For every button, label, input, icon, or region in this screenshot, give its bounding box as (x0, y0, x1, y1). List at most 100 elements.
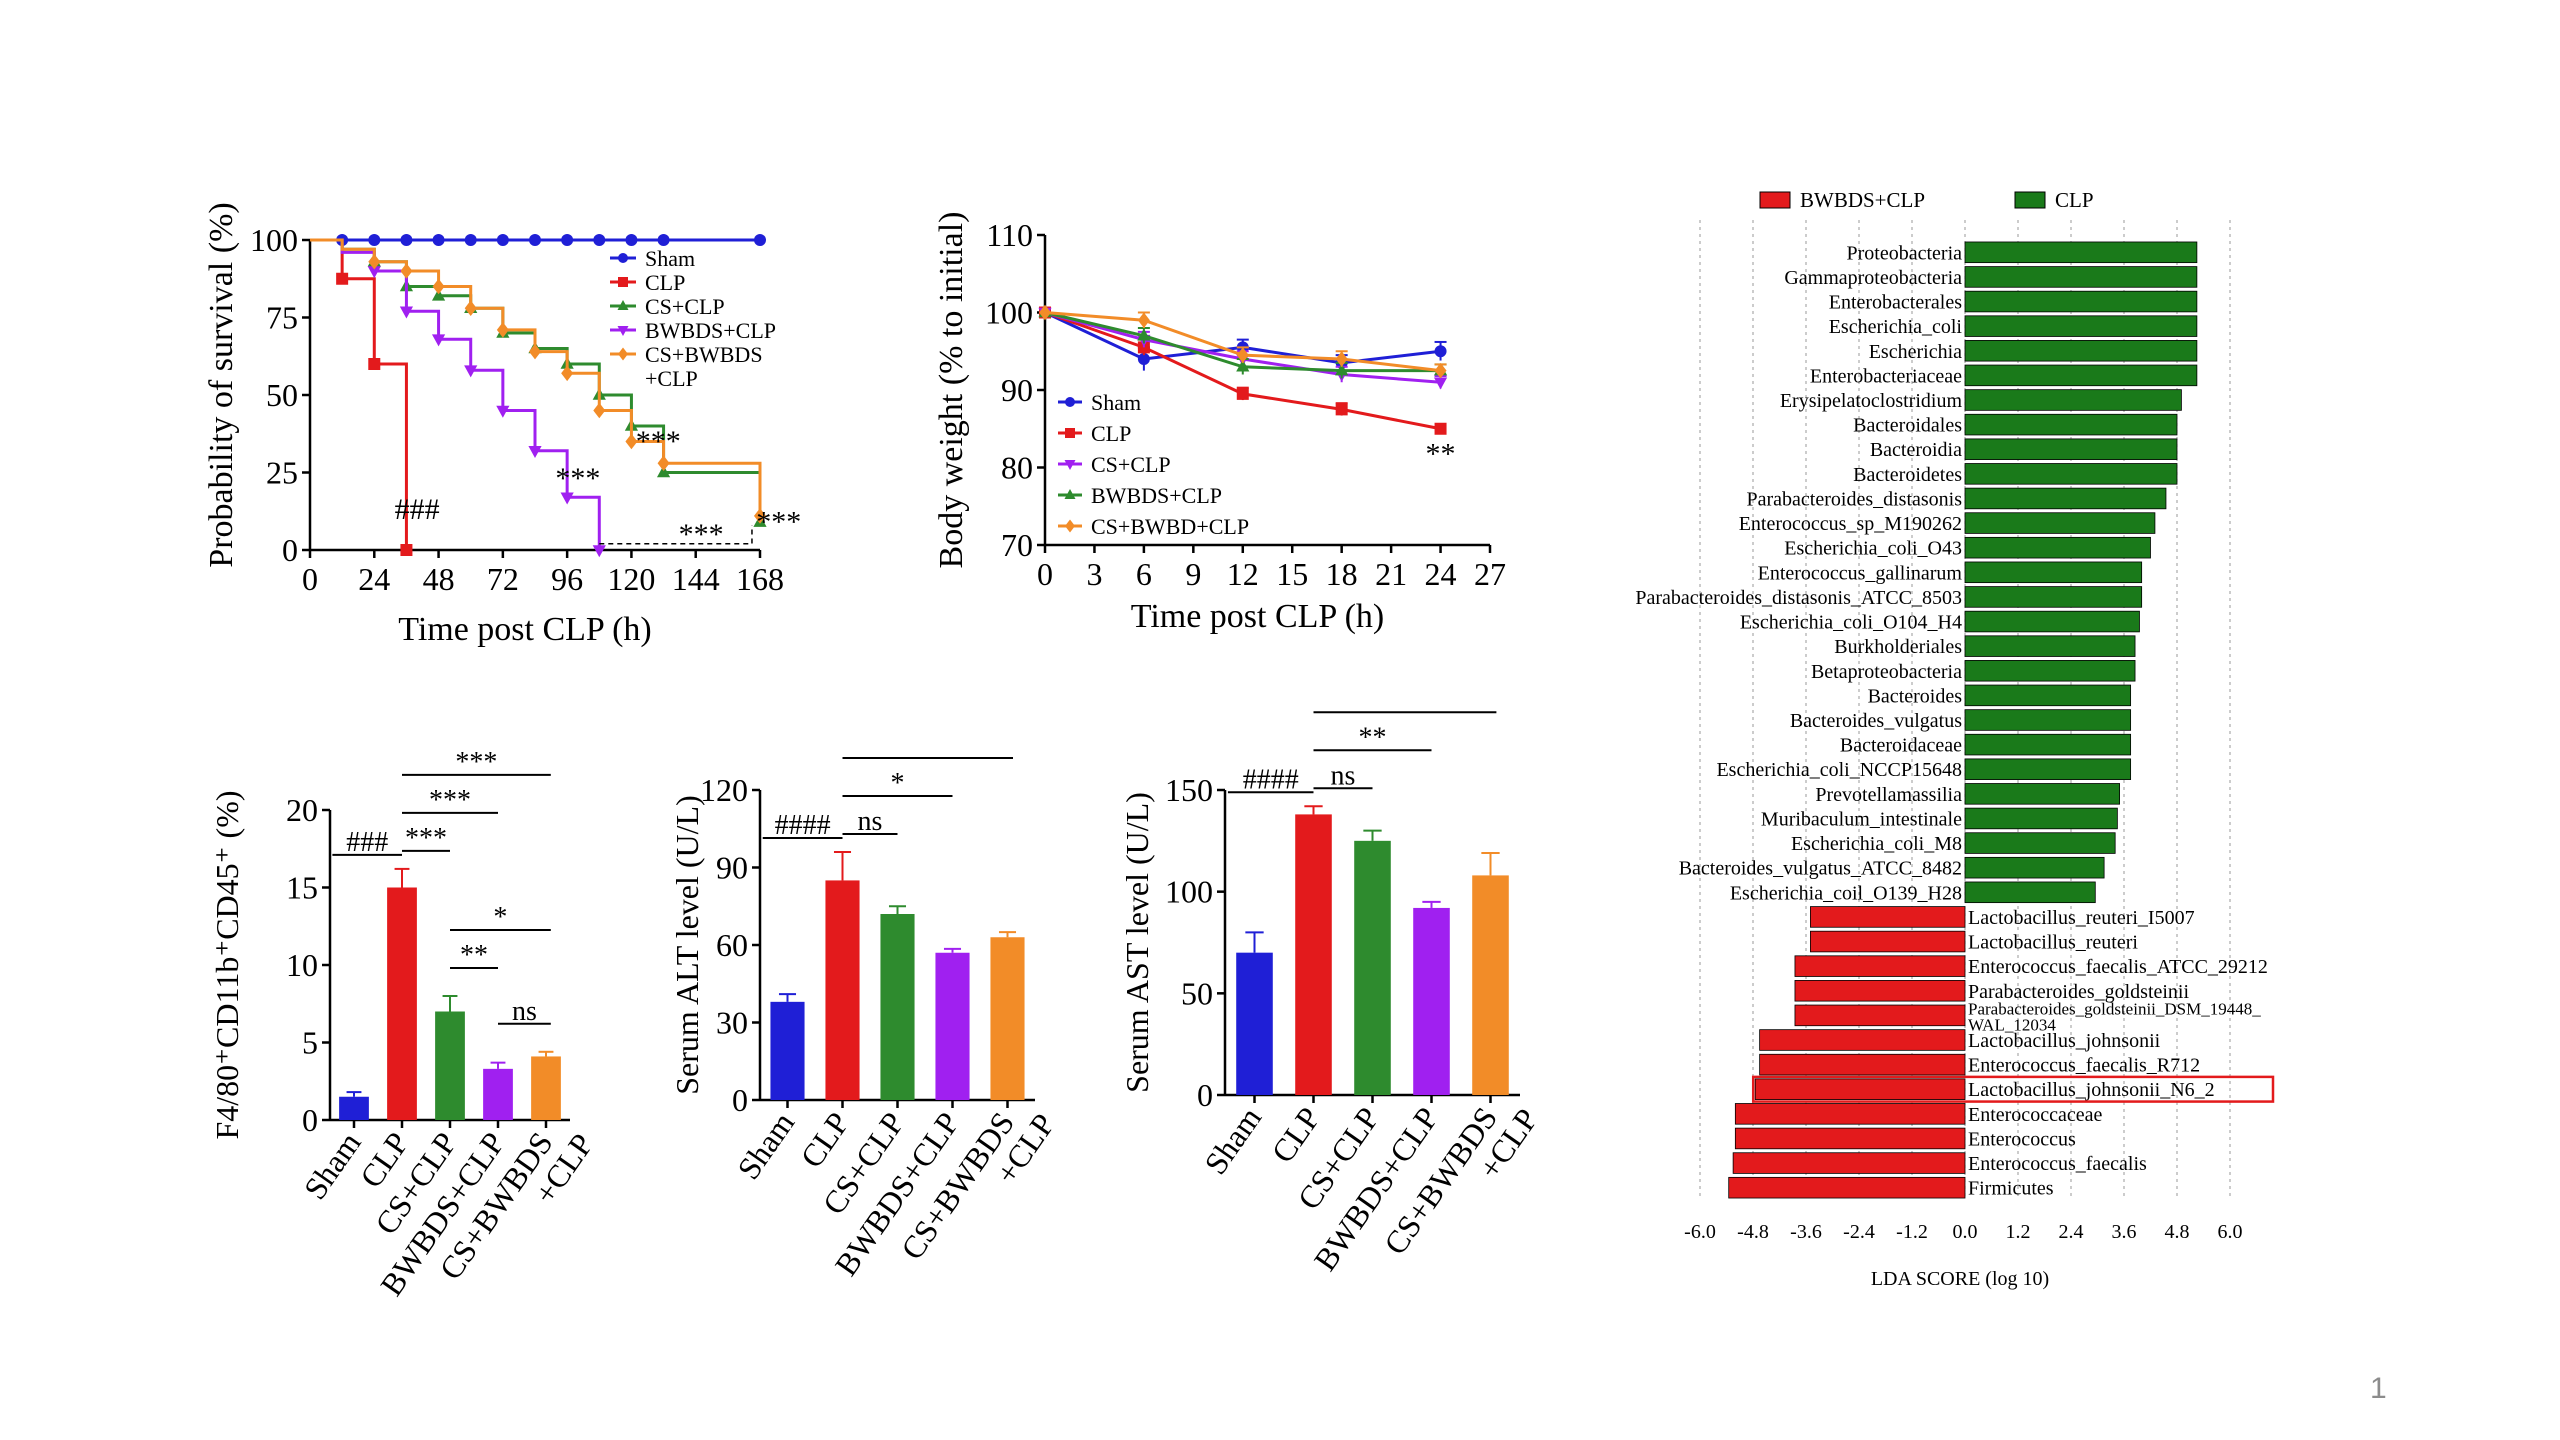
lda-bar-38 (1728, 1176, 1966, 1199)
comparison-label: ns (858, 806, 883, 837)
taxon-label: Escherichia_coli_NCCP15648 (1716, 759, 1962, 781)
bar-4 (990, 937, 1025, 1100)
bar-1 (1295, 814, 1332, 1095)
y-axis-label: F4/80⁺CD11b⁺CD45⁺ (%) (209, 790, 245, 1139)
comparison-label: * (891, 768, 905, 799)
legend-marker-1 (618, 277, 628, 287)
survival-series-1-point (336, 272, 349, 285)
weight-series-0-point (1137, 353, 1150, 365)
survival-series-2-point (431, 288, 446, 301)
lda-bar-1 (1964, 266, 2198, 288)
taxon-label: Lactobacillus_reuteri_I5007 (1968, 907, 2195, 929)
taxon-label: Parabacteroides_distasonis_ATCC_8503 (1635, 587, 1962, 609)
legend-marker-3 (617, 326, 629, 336)
x-tick-label: 72 (487, 561, 519, 597)
weight-series-4-point (1335, 351, 1348, 367)
comparison-label: ns (1331, 760, 1356, 791)
weight-series-0-point (1434, 345, 1447, 358)
x-tick-label: -2.4 (1843, 1221, 1875, 1243)
lda-bar-35 (1734, 1103, 1966, 1125)
x-tick-label: 0.0 (1953, 1221, 1978, 1243)
comparison-label: * (921, 750, 935, 761)
taxon-label: Bacteroidia (1870, 439, 1962, 461)
survival-series-0-point (657, 234, 670, 246)
taxon-label: Enterococcus_sp_M190262 (1739, 513, 1962, 535)
x-tick-label: 21 (1375, 556, 1407, 592)
taxon-label: Gammaproteobacteria (1784, 267, 1962, 289)
bar-2 (880, 914, 915, 1100)
x-tick-label: 1.2 (2006, 1221, 2031, 1243)
y-axis-label: Serum AST level (U/L) (1119, 792, 1155, 1093)
survival-series-1-line (310, 238, 408, 550)
taxon-label: Enterobacteriaceae (1810, 365, 1962, 387)
taxon-label: Enterococcus_faecalis_ATCC_29212 (1968, 956, 2268, 978)
survival-series-3-point (560, 492, 574, 505)
survival-series-4-point (561, 365, 574, 382)
survival-series-3-point (399, 306, 414, 319)
survival-series-0-point (368, 234, 381, 246)
x-tick-label: 3 (1086, 556, 1102, 592)
significance-annotation: ** (1426, 438, 1456, 471)
survival-series-3-point (528, 446, 542, 458)
taxon-label: Muribaculum_intestinale (1761, 808, 1962, 830)
lda-bar-24 (1964, 832, 2116, 854)
legend-label: CS+CLP (1091, 452, 1171, 477)
survival-chart: 0 24 48 72 96 120 144 168 0 25 50 75 100 Time post CL… (203, 202, 801, 648)
x-tick-label: 18 (1326, 556, 1358, 592)
survival-series-0-point (496, 234, 509, 246)
significance-annotation: *** (636, 425, 681, 458)
survival-series-4-point (754, 508, 766, 524)
y-tick-label: 150 (1165, 772, 1213, 808)
bar-4 (531, 1056, 561, 1120)
comparison-label: *** (429, 785, 471, 816)
lda-bar-13 (1964, 561, 2143, 584)
lda-bar-7 (1964, 413, 2178, 436)
y-tick-label: 20 (286, 792, 318, 828)
survival-series-0-point (464, 234, 477, 246)
x-tick-label: -1.2 (1896, 1221, 1928, 1243)
y-axis-label: Serum ALT level (U/L) (669, 795, 705, 1095)
y-tick-label: 5 (302, 1025, 318, 1061)
survival-series-1-point (400, 544, 413, 556)
y-tick-label: 50 (1181, 975, 1213, 1011)
taxon-label: Erysipelatoclostridium (1780, 390, 1963, 412)
page-number: 1 (2370, 1372, 2387, 1405)
lda-bar-10 (1964, 487, 2167, 510)
y-tick-label: 25 (266, 455, 298, 491)
legend-marker-3 (1064, 489, 1076, 499)
lda-bar-37 (1732, 1152, 1966, 1174)
lda-bar-31 (1794, 1004, 1966, 1027)
bar-3 (1413, 907, 1450, 1095)
lda-bar-32 (1759, 1029, 1966, 1051)
legend-marker-0 (1065, 397, 1075, 407)
legend-label: CLP (645, 270, 685, 295)
legend-marker-2 (617, 300, 629, 310)
survival-series-4-point (496, 322, 509, 338)
legend-label: CS+CLP (645, 294, 725, 319)
survival-series-4-point (657, 455, 670, 471)
significance-annotation: *** (679, 518, 724, 551)
y-tick-label: 10 (286, 947, 318, 983)
legend-label: CLP (1091, 421, 1131, 446)
lda-bar-12 (1964, 536, 2151, 559)
taxon-label: Escherichia (1869, 341, 1962, 363)
y-tick-label: 60 (716, 927, 748, 963)
significance-annotation: ### (395, 493, 440, 526)
bar-4 (1472, 875, 1509, 1095)
x-tick-label: 6 (1136, 556, 1152, 592)
legend-swatch-0 (1759, 191, 1791, 209)
x-axis-label: Time post CLP (h) (1131, 598, 1384, 635)
x-tick-label: 120 (607, 561, 655, 597)
taxon-label: Enterococcus_gallinarum (1758, 562, 1963, 584)
bar-3 (483, 1068, 513, 1120)
bar-3 (935, 952, 970, 1100)
survival-series-4-point (625, 433, 638, 450)
taxon-label: Enterobacterales (1829, 292, 1962, 314)
body-weight-chart: 0 3 6 9 12 15 18 21 24 27 70 80 90 100 110 Time post CL… (933, 212, 1506, 635)
x-tick-label: 4.8 (2165, 1221, 2190, 1243)
significance-annotation: *** (756, 505, 801, 538)
lda-bar-4 (1964, 340, 2198, 362)
lda-bar-3 (1964, 315, 2198, 337)
weight-series-4-point (1236, 347, 1249, 363)
lda-bar-0 (1964, 241, 2198, 264)
